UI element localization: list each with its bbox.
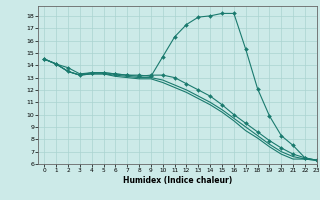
X-axis label: Humidex (Indice chaleur): Humidex (Indice chaleur)	[123, 176, 232, 185]
